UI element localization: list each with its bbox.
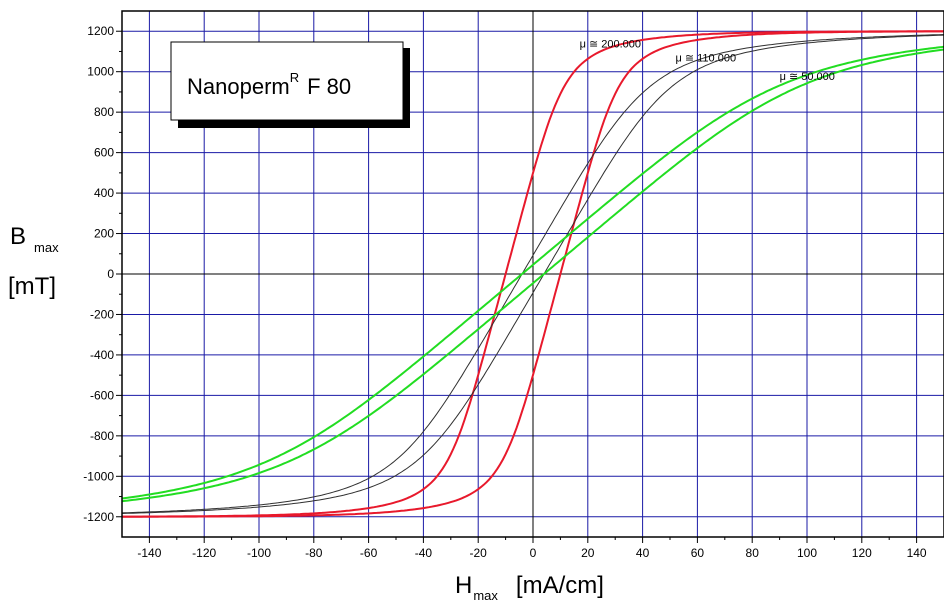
x-tick-label: -100 [247,546,271,560]
x-tick-label: -20 [470,546,488,560]
x-tick-label: -140 [137,546,161,560]
y-tick-label: -200 [90,307,114,321]
x-tick-label: -120 [192,546,216,560]
y-tick-label: -800 [90,429,114,443]
x-tick-label: 40 [636,546,650,560]
y-tick-label: 1200 [87,24,114,38]
y-tick-label: -400 [90,348,114,362]
y-tick-label: -1200 [83,510,114,524]
x-tick-label: 120 [852,546,872,560]
curve-annotation: μ ≅ 110.000 [675,53,736,65]
x-tick-label: 80 [746,546,760,560]
title-box-text: NanopermR F 80 [187,70,351,99]
x-tick-label: -80 [305,546,323,560]
y-tick-label: 1000 [87,65,114,79]
y-tick-label: -600 [90,388,114,402]
curve-annotations: μ ≅ 200.000 μ ≅ 110.000 μ ≅ 50.000 [580,38,835,82]
x-tick-label: 60 [691,546,705,560]
y-tick-label: 0 [107,267,114,281]
x-tick-label: -40 [415,546,433,560]
y-tick-label: 200 [94,227,114,241]
y-tick-label: -1000 [83,469,114,483]
x-tick-label: -60 [360,546,378,560]
y-axis-unit: [mT] [8,273,56,300]
x-tick-label: 20 [581,546,595,560]
x-tick-label: 100 [797,546,817,560]
curve-annotation: μ ≅ 50.000 [780,71,835,83]
x-tick-label: 0 [530,546,537,560]
y-tick-label: 400 [94,186,114,200]
x-axis-label: Hmax [mA/cm] [455,572,604,603]
y-tick-label: 600 [94,146,114,160]
x-tick-label: 140 [907,546,927,560]
title-box: NanopermR F 80 [171,42,410,128]
curve-annotation: μ ≅ 200.000 [580,38,641,50]
y-tick-label: 800 [94,105,114,119]
